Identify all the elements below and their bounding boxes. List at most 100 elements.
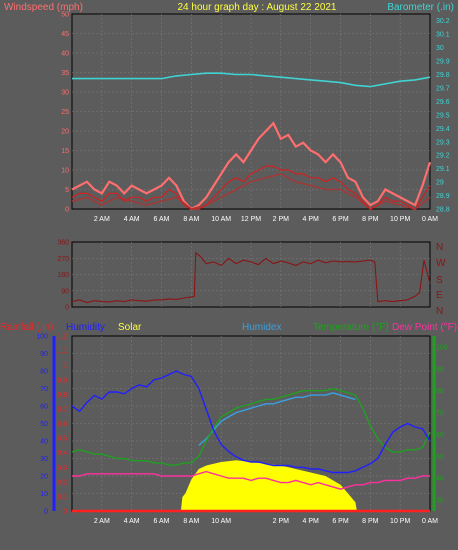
humidity-tick-label: 40 (40, 439, 48, 446)
barometer-tick-label: 29.7 (436, 85, 450, 92)
legend-dewpoint: Dew Point (°F) (392, 322, 457, 333)
barometer-tick-label: 29.8 (436, 72, 450, 79)
wind-x-tick-label: 2 PM (273, 216, 290, 223)
temperature-tick-label: 60 (436, 432, 444, 439)
compass-label-e: E (436, 290, 443, 301)
temperature-tick-label: 100 (436, 344, 448, 351)
windspeed-tick-label: 50 (61, 12, 69, 19)
direction-tick-label: 360 (57, 240, 69, 247)
temp-x-tick-label: 4 AM (124, 518, 140, 525)
rainfall-tick-label: 0.3 (57, 465, 67, 472)
barometer-tick-label: 29.9 (436, 59, 450, 66)
wind-direction-series (71, 251, 431, 304)
windspeed-tick-label: 10 (61, 168, 69, 175)
rainfall-tick-label: 0.2 (57, 479, 67, 486)
compass-label-n-top: N (436, 242, 443, 253)
wind-x-tick-label: 10 PM (390, 216, 410, 223)
windspeed-series (71, 121, 432, 211)
barometer-tick-label: 29.6 (436, 99, 450, 106)
windspeed-tick-label: 45 (61, 31, 69, 38)
humidity-tick-label: 90 (40, 351, 48, 358)
barometer-tick-label: 30.2 (436, 18, 450, 25)
humidity-tick-label: 50 (40, 421, 48, 428)
wind-barometer-panel: 0 5 10 15 20 25 30 35 40 45 50 28.8 28.9 29 29.1 29.2 29… (61, 12, 450, 224)
barometer-axis-title: Barometer (.in) (387, 2, 454, 13)
temp-x-tick-label: 6 PM (332, 518, 349, 525)
wind-direction-panel: 0 90 180 270 360 (57, 240, 431, 312)
compass-label-n-bottom: N (436, 306, 443, 317)
rainfall-tick-label: 0.4 (57, 450, 67, 457)
temp-x-tick-label: 4 PM (302, 518, 319, 525)
humidity-tick-label: 80 (40, 369, 48, 376)
legend-temperature: Temperature (°F) (313, 322, 389, 333)
temp-x-tick-label: 10 PM (390, 518, 410, 525)
direction-tick-label: 270 (57, 256, 69, 263)
legend-humidity: Humidity (66, 322, 105, 333)
direction-tick-label: 180 (57, 272, 69, 279)
temperature-tick-label: 40 (436, 476, 444, 483)
barometer-tick-label: 28.8 (436, 207, 450, 214)
barometer-tick-label: 29.1 (436, 166, 450, 173)
solar-area (72, 460, 430, 511)
barometer-tick-label: 29.4 (436, 126, 450, 133)
temperature-humidity-panel: 0 10 20 30 40 50 60 70 80 90 100 0 0.1 0.2 0.3 0.4 0.5 0.… (36, 334, 447, 526)
wind-x-tick-label: 6 AM (154, 216, 170, 223)
windspeed-tick-label: 30 (61, 90, 69, 97)
rainfall-tick-label: 0.5 (57, 436, 67, 443)
rainfall-tick-label: 0.7 (57, 406, 67, 413)
legend-humidex: Humidex (242, 322, 281, 333)
temp-x-tick-label: 2 PM (273, 518, 290, 525)
windspeed-tick-label: 15 (61, 148, 69, 155)
temp-x-tick-label: 8 PM (362, 518, 379, 525)
barometer-tick-label: 29.5 (436, 112, 450, 119)
temp-x-tick-label: 0 AM (422, 518, 438, 525)
temp-x-tick-label: 6 AM (154, 518, 170, 525)
legend-rainfall: Rainfall (.in) (0, 322, 53, 333)
rainfall-tick-label: 0.9 (57, 377, 67, 384)
temp-x-tick-label: 8 AM (183, 518, 199, 525)
graph-title: 24 hour graph day : August 22 2021 (177, 2, 336, 13)
temperature-series (71, 387, 431, 466)
rainfall-tick-label: 1.1 (57, 348, 67, 355)
rainfall-tick-label: 1.2 (57, 334, 67, 341)
humidity-tick-label: 10 (40, 491, 48, 498)
windspeed-tick-label: 0 (65, 207, 69, 214)
windspeed-tick-label: 35 (61, 70, 69, 77)
windspeed-tick-label: 25 (61, 109, 69, 116)
windspeed-tick-label: 20 (61, 129, 69, 136)
barometer-tick-label: 29.2 (436, 153, 450, 160)
wind-x-tick-label: 4 AM (124, 216, 140, 223)
barometer-tick-label: 28.9 (436, 193, 450, 200)
direction-tick-label: 0 (65, 305, 69, 312)
humidity-tick-label: 60 (40, 404, 48, 411)
temp-x-tick-label: 10 AM (211, 518, 231, 525)
rainfall-tick-label: 1 (63, 363, 67, 370)
wind-x-tick-label: 12 PM (241, 216, 261, 223)
compass-label-w: W (436, 258, 446, 269)
dewpoint-series (72, 470, 430, 490)
temperature-tick-label: 90 (436, 366, 444, 373)
barometer-series (72, 72, 431, 88)
wind-x-tick-label: 2 AM (94, 216, 110, 223)
humidex-series (198, 392, 356, 446)
rainfall-tick-label: 0.1 (57, 494, 67, 501)
temperature-tick-label: 70 (436, 410, 444, 417)
barometer-tick-label: 30.1 (436, 32, 450, 39)
wind-x-tick-label: 0 AM (422, 216, 438, 223)
direction-tick-label: 90 (61, 288, 69, 295)
temperature-tick-label: 50 (436, 454, 444, 461)
humidity-tick-label: 0 (44, 509, 48, 516)
legend-solar: Solar (118, 322, 142, 333)
humidity-tick-label: 30 (40, 456, 48, 463)
wind-x-tick-label: 8 PM (362, 216, 379, 223)
barometer-tick-label: 29.3 (436, 139, 450, 146)
windspeed-tick-label: 5 (65, 187, 69, 194)
humidity-tick-label: 70 (40, 386, 48, 393)
wind-x-tick-label: 10 AM (211, 216, 231, 223)
temp-x-tick-label: 2 AM (94, 518, 110, 525)
temperature-tick-label: 80 (436, 388, 444, 395)
wind-x-tick-label: 6 PM (332, 216, 349, 223)
windspeed-axis-title: Windspeed (mph) (4, 2, 83, 13)
temperature-tick-label: 30 (436, 498, 444, 505)
